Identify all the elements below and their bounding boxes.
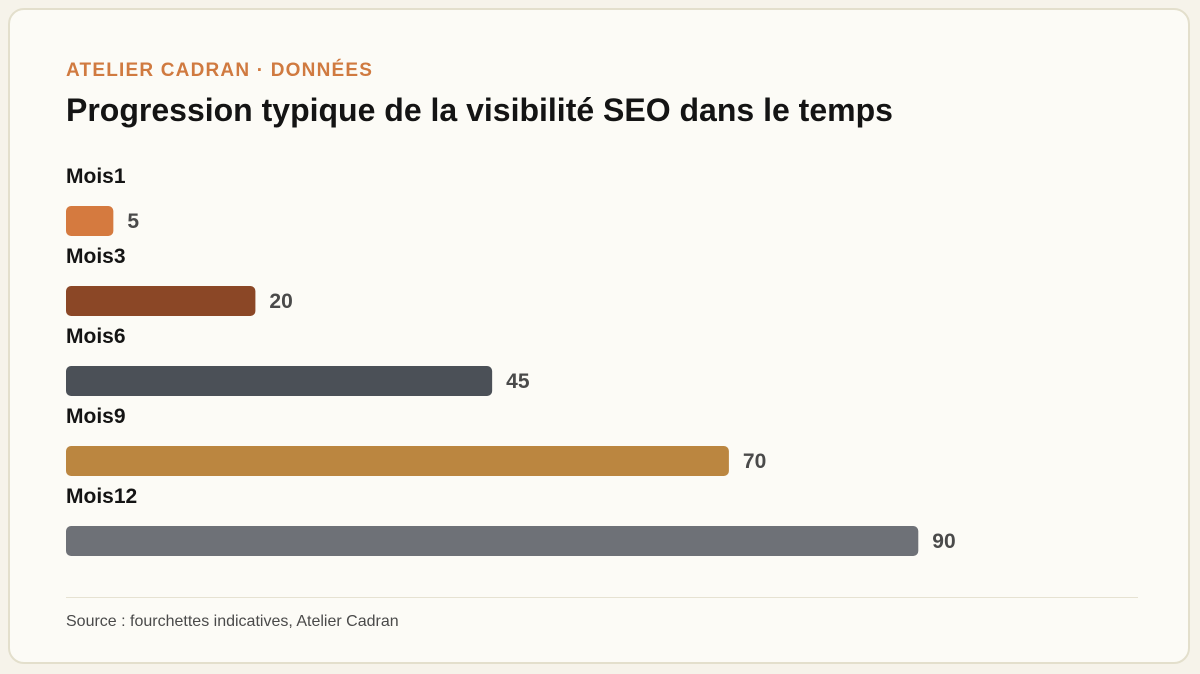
value-label: 70 <box>743 450 766 473</box>
category-label: Mois1 <box>66 165 126 188</box>
bar <box>66 206 114 236</box>
bar <box>66 366 493 396</box>
bar <box>66 526 919 556</box>
footer-divider <box>66 597 1138 598</box>
value-label: 5 <box>127 210 139 233</box>
category-label: Mois12 <box>66 485 137 508</box>
bar <box>66 446 729 476</box>
category-label: Mois3 <box>66 245 126 268</box>
value-label: 45 <box>506 370 530 393</box>
value-label: 20 <box>269 290 292 313</box>
chart-card: ATELIER CADRAN · DONNÉES Progression typ… <box>8 8 1190 664</box>
source-note: Source : fourchettes indicatives, Atelie… <box>66 613 399 630</box>
category-label: Mois9 <box>66 405 126 428</box>
bar <box>66 286 256 316</box>
category-label: Mois6 <box>66 325 126 348</box>
chart-title: Progression typique de la visibilité SEO… <box>66 92 893 128</box>
value-label: 90 <box>932 530 955 553</box>
eyebrow-label: ATELIER CADRAN · DONNÉES <box>66 60 374 81</box>
